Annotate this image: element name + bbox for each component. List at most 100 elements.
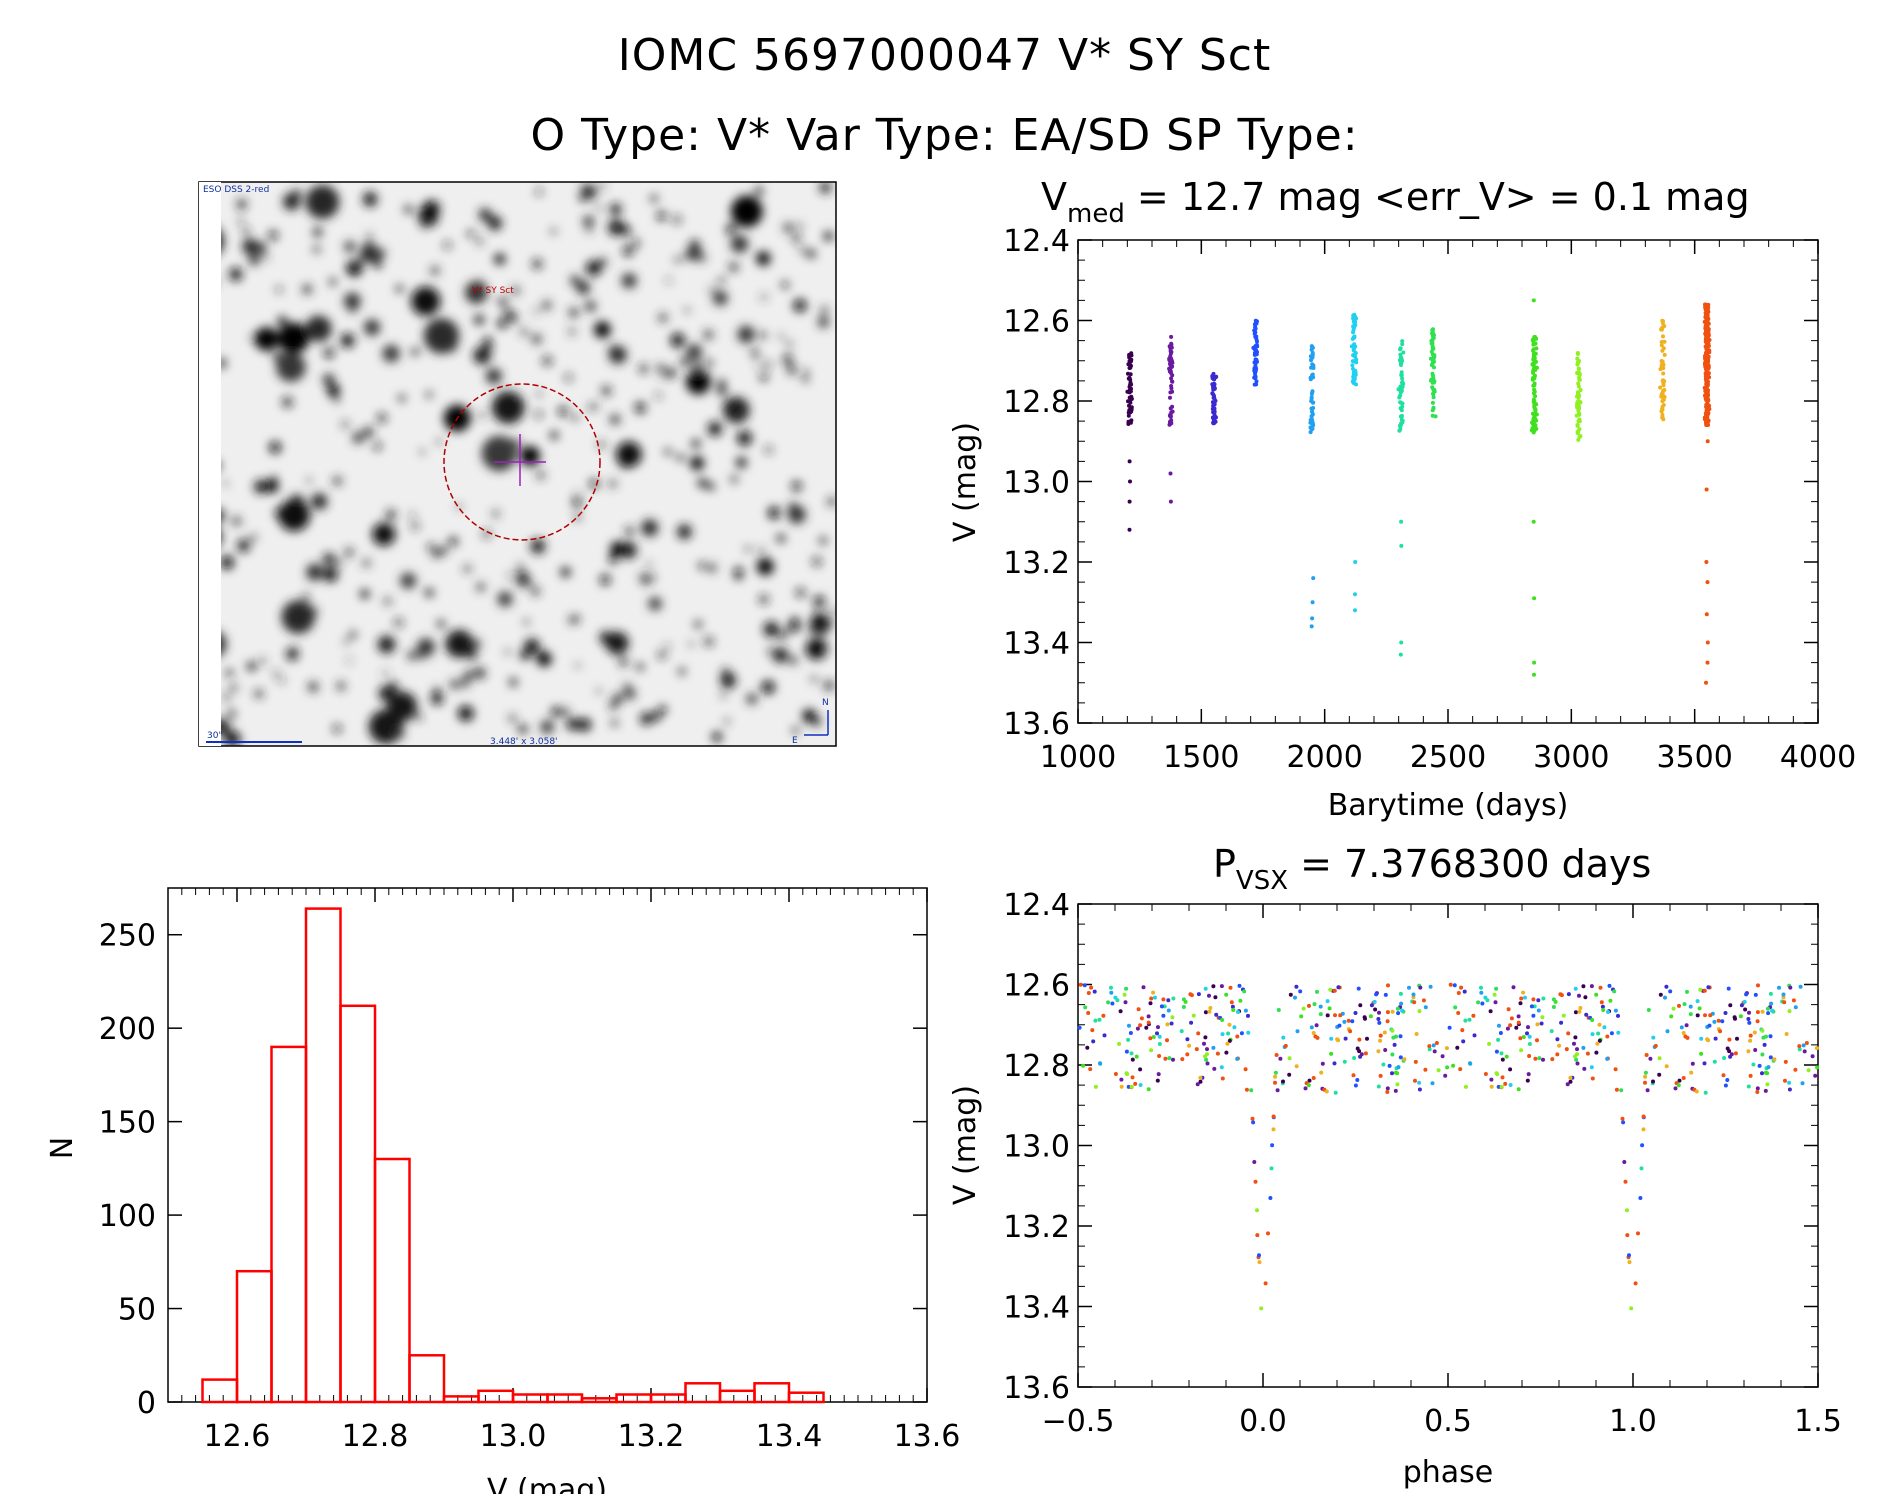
phased-point <box>1609 1031 1614 1036</box>
star-blob <box>281 600 315 634</box>
phased-point <box>1242 989 1247 994</box>
phased-point <box>1090 1028 1095 1033</box>
phased-point <box>1307 1003 1311 1008</box>
phased-point <box>1765 1082 1770 1087</box>
phased-point <box>1551 1005 1556 1009</box>
star-blob <box>591 403 598 410</box>
star-blob <box>254 479 268 494</box>
histogram-ytick-label: 250 <box>99 919 156 954</box>
phased-point <box>1181 1005 1186 1009</box>
phased-point <box>1146 1020 1151 1025</box>
phased-point <box>1574 1057 1579 1062</box>
phased-point <box>1357 1049 1362 1054</box>
phased-point <box>1208 1006 1213 1010</box>
lightcurve-point <box>1577 375 1582 380</box>
lightcurve-point <box>1309 414 1314 419</box>
phased-point <box>1784 1032 1789 1036</box>
phased-ytick-label: 12.8 <box>1003 1049 1070 1084</box>
phased-point <box>1281 1035 1286 1040</box>
phased-point <box>1149 1048 1154 1053</box>
phased-point <box>1276 1008 1281 1012</box>
phased-point <box>1518 1036 1523 1041</box>
star-blob <box>467 230 475 237</box>
lightcurve-ylabel: V (mag) <box>948 422 983 542</box>
star-blob <box>465 281 488 304</box>
star-blob <box>536 651 552 667</box>
phased-point <box>1757 1063 1762 1068</box>
star-blob <box>343 292 361 310</box>
lightcurve-point <box>1530 362 1535 367</box>
histogram-bar <box>649 1393 687 1404</box>
star-blob <box>616 441 642 468</box>
phased-point <box>1669 1014 1674 1019</box>
phased-point <box>1336 985 1341 990</box>
phased-point <box>1664 1064 1669 1069</box>
phased-point <box>1589 1065 1594 1070</box>
star-blob <box>812 557 822 566</box>
phased-point <box>1378 1033 1383 1038</box>
star-blob <box>586 260 602 276</box>
star-blob <box>410 513 415 518</box>
star-blob <box>404 205 413 214</box>
phased-point <box>1519 996 1524 1001</box>
star-blob <box>242 239 258 254</box>
phased-point <box>1658 992 1663 997</box>
lightcurve-point <box>1661 371 1666 376</box>
phased-point <box>1207 1009 1212 1014</box>
phased-point <box>1713 1036 1718 1041</box>
phased-point <box>1219 1065 1224 1070</box>
phased-point <box>1230 1004 1235 1009</box>
phased-point <box>1130 1075 1135 1080</box>
phased-point <box>1722 1056 1727 1060</box>
star-blob <box>792 234 801 243</box>
phased-point <box>1526 1072 1531 1077</box>
star-blob <box>802 376 809 382</box>
phased-point <box>1573 1010 1578 1015</box>
phased-point <box>1621 1120 1626 1125</box>
lightcurve-point <box>1399 413 1404 418</box>
phased-point <box>1451 1063 1456 1068</box>
star-blob <box>598 441 606 449</box>
histogram-ytick-label: 100 <box>99 1199 156 1234</box>
phased-point <box>1703 1090 1708 1095</box>
lightcurve-point <box>1661 334 1665 339</box>
histogram-xlabel: V (mag) <box>487 1473 607 1494</box>
star-blob <box>363 241 376 254</box>
lightcurve-point <box>1706 341 1711 346</box>
star-blob <box>572 498 582 507</box>
star-blob <box>693 360 701 367</box>
lightcurve-point <box>1353 368 1358 373</box>
star-blob <box>279 677 284 683</box>
phased-point <box>1763 1088 1768 1093</box>
phased-point <box>1328 987 1333 992</box>
lightcurve-point <box>1399 356 1404 361</box>
star-blob <box>737 325 755 343</box>
lightcurve-point <box>1432 354 1437 359</box>
star-blob <box>492 510 500 518</box>
phased-point <box>1743 1007 1748 1012</box>
phased-point <box>1398 1034 1403 1039</box>
lightcurve-point <box>1658 367 1663 372</box>
phased-point <box>1742 999 1747 1004</box>
phased-point <box>1421 998 1426 1003</box>
phased-point <box>1755 1090 1760 1094</box>
phased-point <box>1102 1033 1107 1038</box>
star-blob <box>625 526 634 536</box>
star-blob <box>511 286 520 295</box>
star-blob <box>646 562 651 567</box>
lightcurve-point <box>1430 346 1435 351</box>
phased-point <box>1461 1039 1466 1044</box>
star-blob <box>641 519 659 537</box>
star-blob <box>583 215 594 227</box>
star-blob <box>783 223 793 233</box>
lightcurve-point <box>1128 365 1133 370</box>
phased-point <box>1327 1006 1332 1011</box>
phased-point <box>1566 1031 1571 1036</box>
phased-point <box>1333 1013 1337 1018</box>
phased-point <box>1231 1008 1236 1012</box>
star-blob <box>368 709 404 744</box>
phased-point <box>1577 1009 1582 1014</box>
phased-point <box>1511 985 1516 990</box>
star-blob <box>277 322 310 354</box>
